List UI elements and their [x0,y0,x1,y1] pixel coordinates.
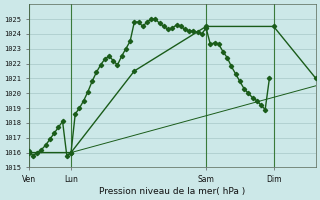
X-axis label: Pression niveau de la mer( hPa ): Pression niveau de la mer( hPa ) [99,187,245,196]
